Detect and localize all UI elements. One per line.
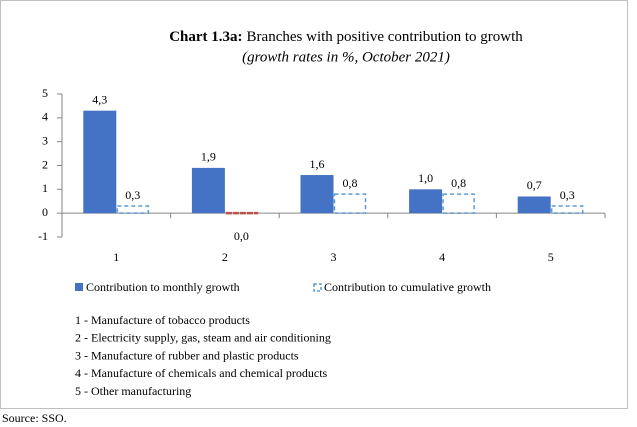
bar [300,175,334,214]
bar [517,196,551,214]
value-label: 0,3 [560,188,575,202]
legend-swatch [75,283,83,291]
value-label: 1,9 [201,150,216,164]
y-tick-label: 2 [42,157,48,171]
note: 3 - Manufacture of rubber and plastic pr… [75,348,299,362]
legend-swatch [313,283,322,292]
y-tick-label: 4 [42,110,48,124]
note: 4 - Manufacture of chemicals and chemica… [75,366,328,380]
y-tick-label: 3 [42,133,48,147]
legend-label: Contribution to monthly growth [86,280,240,294]
source: Source: SSO. [2,411,67,425]
bar [191,167,225,214]
bar [409,189,443,214]
x-tick-label: 5 [548,250,554,264]
chart-title-label: Chart 1.3a: [169,29,242,45]
y-tick-label: 5 [42,86,48,100]
note: 1 - Manufacture of tobacco products [75,313,250,327]
y-tick-label: 0 [42,205,48,219]
x-tick-label: 3 [331,250,337,264]
value-label: 0,7 [527,178,542,192]
value-label: 0,8 [451,176,466,190]
bar [550,205,584,214]
value-label: 1,6 [310,157,325,171]
chart-subtitle: (growth rates in %, October 2021) [242,49,450,65]
bar [116,205,150,214]
note: 5 - Other manufacturing [75,384,191,398]
value-label: 0,8 [343,176,358,190]
value-label: 4,3 [92,92,107,106]
value-label: 0,3 [125,188,140,202]
bar [83,110,117,214]
x-tick-label: 2 [222,250,228,264]
y-tick-label: -1 [38,229,48,243]
y-tick-label: 1 [42,181,48,195]
note: 2 - Electricity supply, gas, steam and a… [75,331,331,345]
bar [442,193,475,214]
x-tick-label: 1 [113,250,119,264]
x-tick-label: 4 [439,250,445,264]
value-label: 1,0 [418,171,433,185]
value-label: 0,0 [234,229,249,243]
chart-title-group: Chart 1.3a: Branches with positive contri… [169,29,523,45]
bar [333,193,367,214]
legend-label: Contribution to cumulative growth [324,280,491,294]
chart-title: Branches with positive contribution to g… [247,29,524,45]
